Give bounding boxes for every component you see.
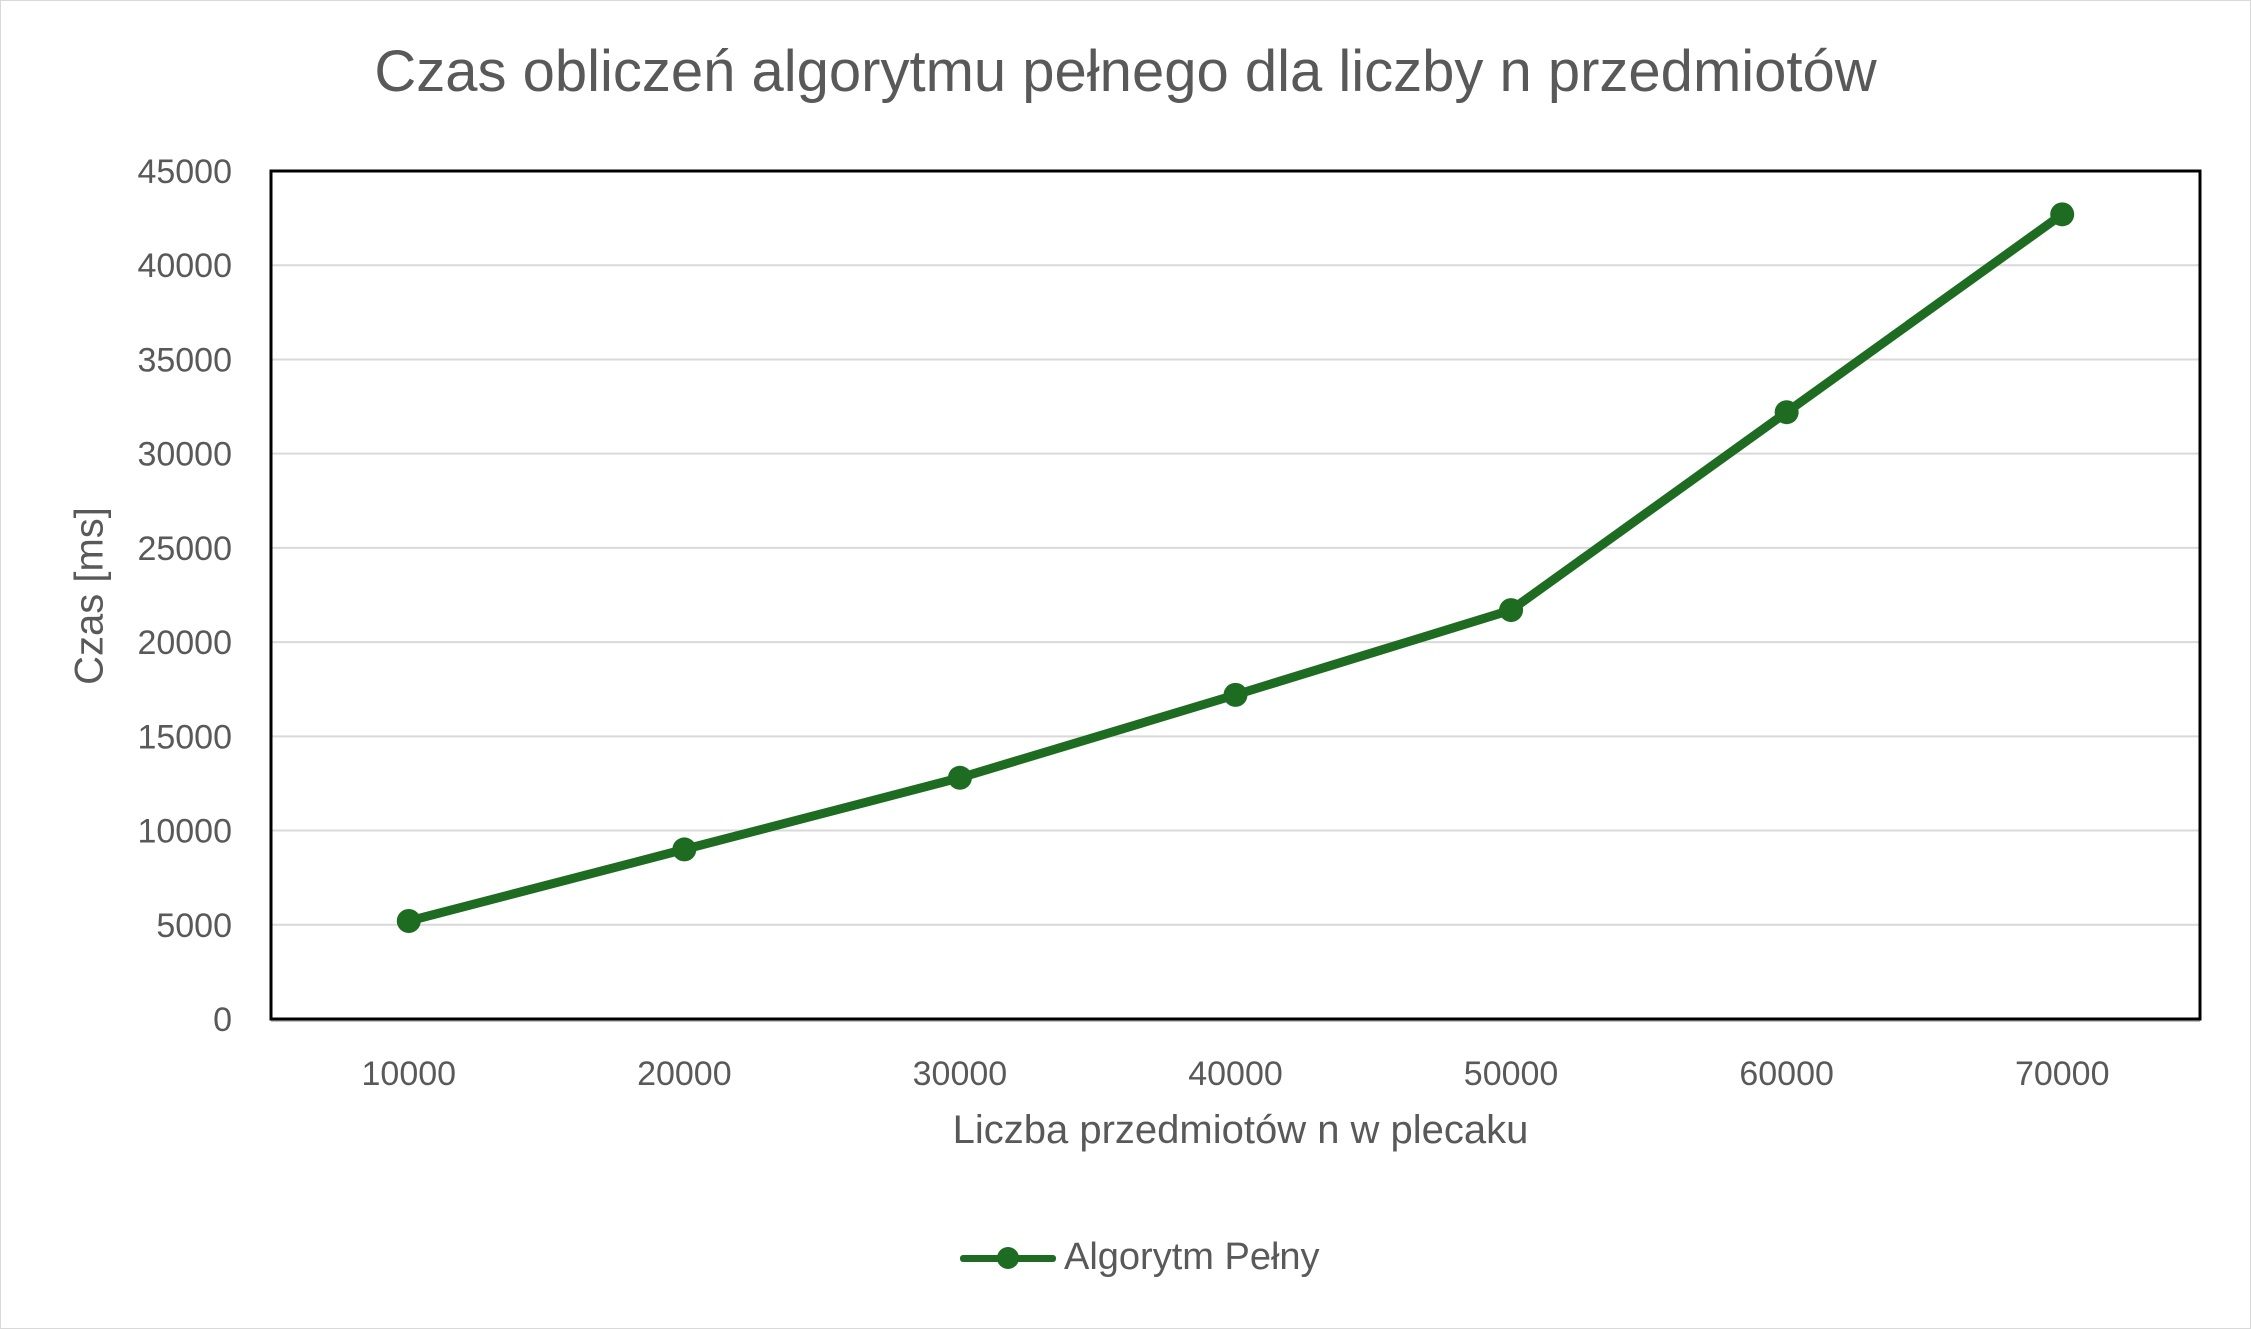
data-point xyxy=(396,909,421,934)
y-tick-label: 20000 xyxy=(137,624,232,662)
x-tick-label: 30000 xyxy=(913,1055,1008,1093)
y-tick-label: 25000 xyxy=(137,530,232,568)
y-tick-label: 35000 xyxy=(137,341,232,379)
data-point xyxy=(1223,682,1248,707)
x-tick-label: 50000 xyxy=(1464,1055,1559,1093)
series-layer xyxy=(396,202,2075,934)
y-tick-label: 30000 xyxy=(137,436,232,474)
series-line xyxy=(404,209,2067,926)
y-axis-title: Czas [ms] xyxy=(67,507,112,685)
y-tick-label: 10000 xyxy=(137,813,232,851)
data-point xyxy=(947,765,972,790)
gridlines xyxy=(271,264,2200,1022)
legend-label: Algorytm Pełny xyxy=(1064,1236,1320,1278)
data-point xyxy=(2050,202,2075,227)
x-tick-label: 60000 xyxy=(1739,1055,1834,1093)
chart-title: Czas obliczeń algorytmu pełnego dla licz… xyxy=(374,39,1877,104)
x-axis-tick-labels: 10000 20000 30000 40000 50000 60000 70000 xyxy=(362,1055,2110,1093)
legend: Algorytm Pełny xyxy=(958,1236,1320,1279)
y-axis-tick-labels: 0 5000 10000 15000 20000 25000 30000 35000 40000… xyxy=(137,153,232,1039)
data-point xyxy=(1499,598,1524,623)
y-tick-label: 0 xyxy=(213,1001,232,1039)
y-tick-label: 40000 xyxy=(137,247,232,285)
x-tick-label: 10000 xyxy=(362,1055,457,1093)
plot-area-border xyxy=(269,169,2202,1021)
y-tick-label: 5000 xyxy=(156,907,232,945)
x-tick-label: 20000 xyxy=(637,1055,732,1093)
x-axis-title: Liczba przedmiotów n w plecaku xyxy=(952,1108,1529,1152)
x-tick-label: 40000 xyxy=(1188,1055,1283,1093)
legend-swatch-icon xyxy=(958,1241,1058,1275)
x-tick-label: 70000 xyxy=(2015,1055,2110,1093)
data-point xyxy=(1774,400,1799,425)
y-tick-label: 15000 xyxy=(137,718,232,756)
y-tick-label: 45000 xyxy=(137,153,232,191)
data-point xyxy=(672,837,697,862)
